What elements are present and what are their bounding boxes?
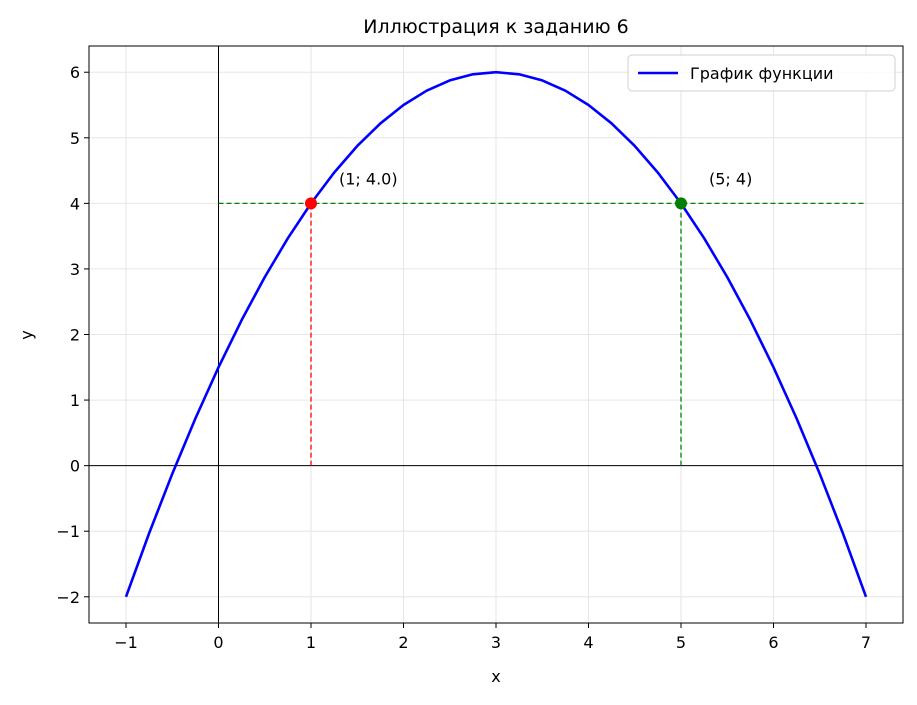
legend-label: График функции xyxy=(690,64,834,83)
legend-box xyxy=(627,54,896,92)
y-tick-label: 0 xyxy=(70,457,80,476)
x-tick-label: 5 xyxy=(676,633,686,652)
y-axis-label: y xyxy=(17,330,36,339)
y-tick-label: −2 xyxy=(56,588,80,607)
x-tick-label: 2 xyxy=(398,633,408,652)
point xyxy=(305,197,317,210)
x-tick-label: 7 xyxy=(861,633,871,652)
x-tick-label: 4 xyxy=(583,633,593,652)
y-tick-label: 3 xyxy=(70,260,80,279)
y-tick-label: 1 xyxy=(70,391,80,410)
y-tick-label: 4 xyxy=(70,194,80,213)
x-tick-label: 1 xyxy=(306,633,316,652)
point xyxy=(675,197,687,210)
x-tick-label: −1 xyxy=(114,633,138,652)
y-tick-label: 6 xyxy=(70,63,80,82)
point-label: (1; 4.0) xyxy=(339,169,398,188)
plot-frame xyxy=(88,45,904,624)
x-tick-label: 3 xyxy=(491,633,501,652)
line-series xyxy=(124,70,868,598)
x-tick-label: 6 xyxy=(768,633,778,652)
point-label: (5; 4) xyxy=(709,169,752,188)
chart-title: Иллюстрация к заданию 6 xyxy=(363,16,628,38)
y-tick-label: 2 xyxy=(70,326,80,345)
x-axis-label: x xyxy=(491,667,500,686)
y-tick-label: 5 xyxy=(70,129,80,148)
y-tick-label: −1 xyxy=(56,522,80,541)
x-tick-label: 0 xyxy=(213,633,223,652)
